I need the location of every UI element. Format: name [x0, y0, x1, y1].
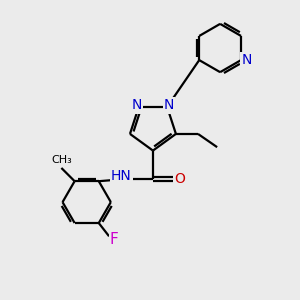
Text: HN: HN [111, 169, 132, 184]
Text: F: F [110, 232, 119, 247]
Text: N: N [131, 98, 142, 112]
Text: CH₃: CH₃ [51, 155, 72, 165]
Text: O: O [175, 172, 185, 186]
Text: N: N [164, 98, 174, 112]
Text: N: N [241, 53, 251, 67]
